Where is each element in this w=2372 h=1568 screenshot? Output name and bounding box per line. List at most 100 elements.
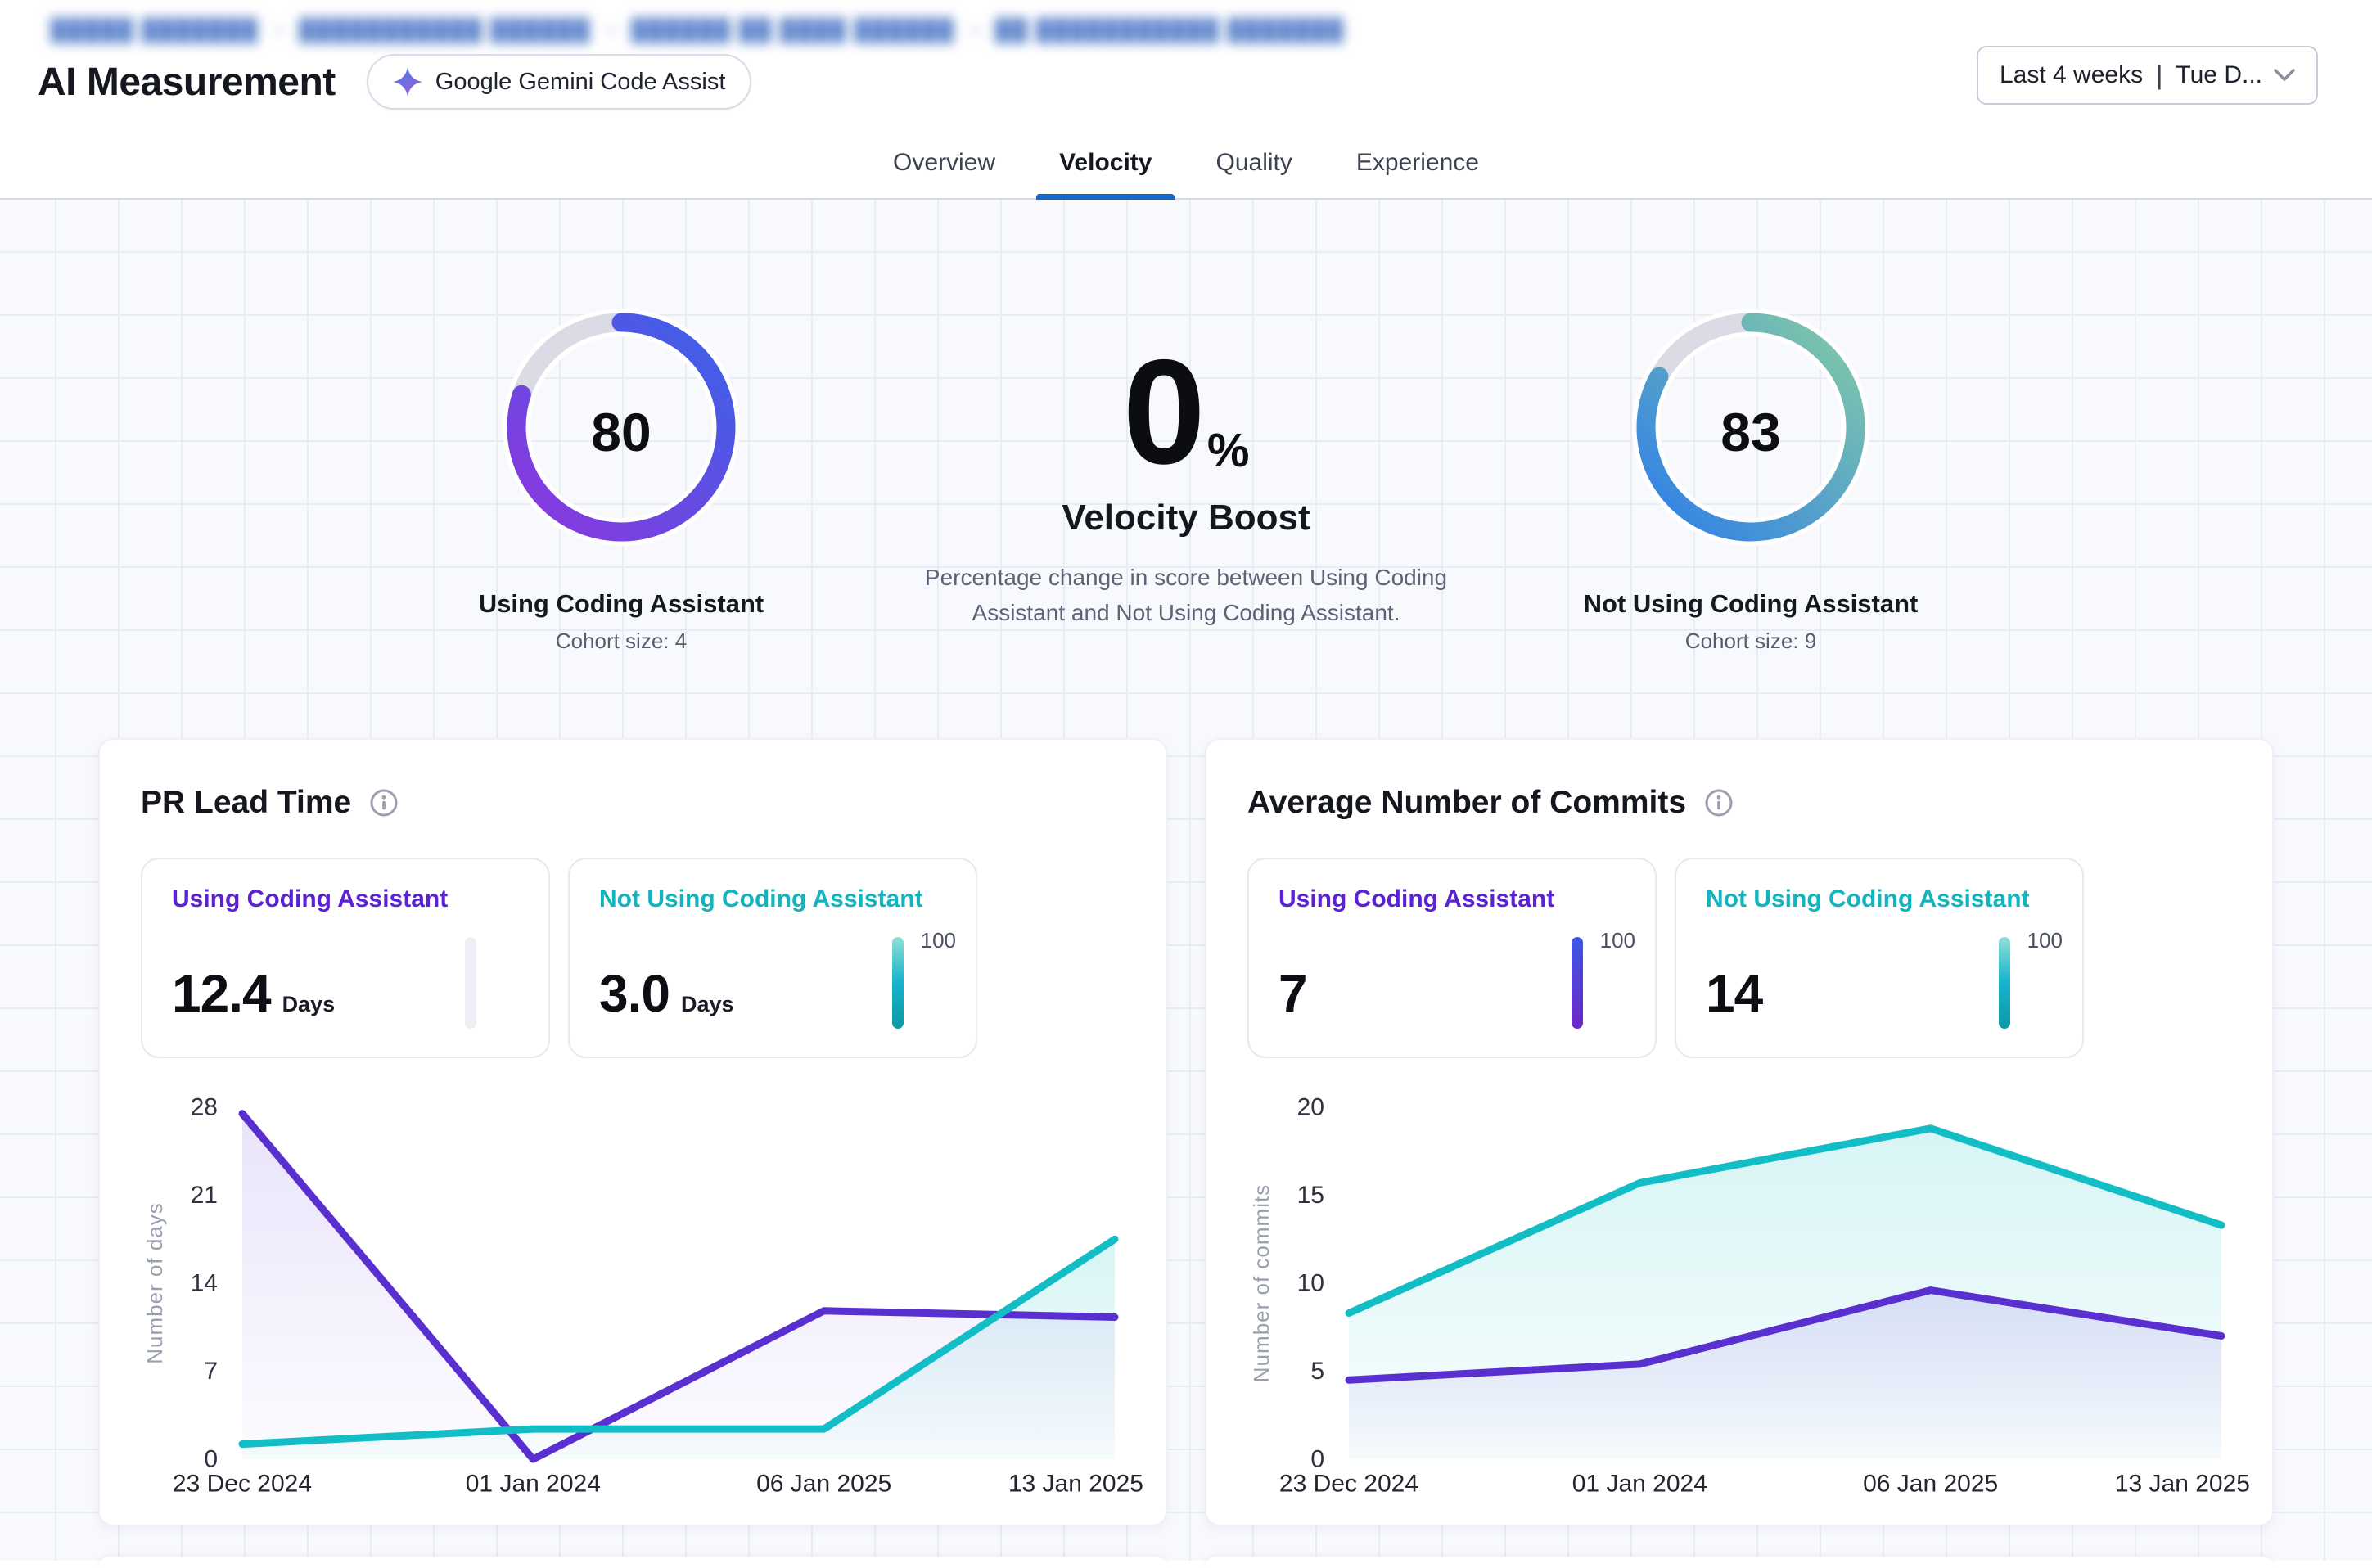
gemini-sparkle-icon: [392, 67, 422, 97]
next-card-sliver: [98, 1557, 1167, 1568]
breadcrumb-separator: ›: [275, 16, 283, 42]
breadcrumb-separator: ›: [607, 16, 616, 42]
gauge-score-value: 83: [1720, 402, 1780, 462]
metric-tiles: Using Coding Assistant 7 100 Not Using Codi…: [1247, 858, 2231, 1058]
metric-tile-using-assistant: Using Coding Assistant 12.4 Days: [141, 858, 550, 1058]
tile-label: Using Coding Assistant: [172, 885, 449, 912]
breadcrumb-item[interactable]: ██ ███████████ ███████: [994, 16, 1345, 42]
title-row: AI Measurement Google Gemini Code Assist…: [0, 44, 2372, 119]
card-title: PR Lead Time: [141, 785, 352, 820]
tab-experience[interactable]: Experience: [1351, 149, 1484, 198]
boost-title: Velocity Boost: [1062, 498, 1310, 538]
tab-velocity[interactable]: Velocity: [1036, 149, 1175, 200]
assistant-badge-label: Google Gemini Code Assist: [435, 68, 726, 95]
date-range-detail: Tue D...: [2176, 61, 2262, 88]
metric-card: Average Number of Commits Using Coding As…: [1205, 738, 2274, 1526]
line-using-assistant: [238, 1110, 1119, 1463]
boost-percent-sign: %: [1206, 424, 1250, 477]
assistant-badge: Google Gemini Code Assist: [366, 54, 752, 110]
breadcrumb-item[interactable]: █████ ███████: [51, 16, 259, 42]
x-axis-tick: 06 Jan 2025: [1863, 1471, 1998, 1498]
x-axis-tick: 13 Jan 2025: [1008, 1471, 1143, 1498]
tile-value: 3.0: [599, 964, 670, 1023]
tile-label: Not Using Coding Assistant: [599, 885, 923, 912]
metric-tile-not-using-assistant: Not Using Coding Assistant 3.0 Days 100: [568, 858, 977, 1058]
info-icon[interactable]: [1704, 788, 1734, 818]
gauge-label: Not Using Coding Assistant: [1583, 589, 1919, 618]
tile-label: Not Using Coding Assistant: [1706, 885, 2030, 912]
cohort-size: Cohort size: 9: [1684, 629, 1817, 653]
y-axis-tick: 20: [1297, 1094, 1324, 1121]
x-axis-tick: 13 Jan 2025: [2115, 1471, 2250, 1498]
score-gauge: 80: [498, 304, 744, 550]
next-cards-row: [0, 1557, 2372, 1568]
date-range-select[interactable]: Last 4 weeks | Tue D...: [1977, 46, 2318, 105]
y-axis-tick: 14: [191, 1270, 218, 1297]
tab-overview[interactable]: Overview: [888, 149, 1000, 198]
main-content: 80 Using Coding Assistant Cohort size: 4…: [0, 200, 2372, 1568]
summary-section: 80 Using Coding Assistant Cohort size: 4…: [0, 200, 2372, 738]
metric-tiles: Using Coding Assistant 12.4 Days Not Using …: [141, 858, 1125, 1058]
y-axis-tick: 15: [1297, 1182, 1324, 1209]
page-header: █████ ███████ › ███████████ ██████ › ██████ …: [0, 0, 2372, 200]
breadcrumb-item[interactable]: ███████████ ██████: [299, 16, 591, 42]
trend-chart: 0 7 14 21 28 23 Dec 2024 01 Jan 2024 06 Jan 202…: [142, 1094, 1143, 1498]
tab-label: Quality: [1215, 149, 1292, 176]
tile-unit: Days: [680, 992, 734, 1016]
tile-value-row: 3.0 Days: [599, 963, 734, 1024]
tile-scale-bar: [465, 937, 476, 1029]
line-not-using-assistant: [238, 1235, 1119, 1449]
next-card-sliver: [1205, 1557, 2274, 1568]
tile-value: 7: [1278, 964, 1308, 1023]
line-using-assistant: [1345, 1286, 2225, 1384]
boost-number: 0: [1122, 328, 1206, 495]
gauge-not-using-assistant: 83 Not Using Coding Assistant Cohort siz…: [1497, 304, 2004, 654]
tile-value-row: 7: [1278, 963, 1308, 1024]
line-not-using-assistant: [1345, 1124, 2225, 1318]
tile-scale-bar: [1572, 937, 1583, 1029]
page-title: AI Measurement: [38, 60, 336, 104]
boost-description: Percentage change in score between Using…: [924, 565, 1448, 626]
y-axis-tick: 28: [191, 1094, 218, 1121]
tile-unit: Days: [282, 992, 336, 1016]
y-axis-label: Number of commits: [1249, 1184, 1274, 1382]
tab-quality[interactable]: Quality: [1211, 149, 1296, 198]
y-axis-tick: 7: [204, 1358, 218, 1385]
tile-label: Using Coding Assistant: [1278, 885, 1555, 912]
tile-value-row: 14: [1706, 963, 1763, 1024]
tile-value-row: 12.4 Days: [172, 963, 335, 1024]
x-axis-tick: 23 Dec 2024: [1279, 1471, 1418, 1498]
area-using-assistant: [242, 1113, 1115, 1459]
tile-value: 14: [1706, 964, 1763, 1023]
tile-scale-max: 100: [2027, 928, 2063, 953]
info-icon[interactable]: [369, 788, 399, 818]
y-axis-tick: 10: [1297, 1270, 1324, 1297]
chevron-down-icon: [2274, 69, 2295, 81]
tab-label: Overview: [893, 149, 996, 176]
y-axis-tick: 21: [191, 1182, 218, 1209]
y-axis-tick: 0: [204, 1446, 218, 1473]
card-title: Average Number of Commits: [1247, 785, 1687, 820]
date-range-separator: |: [2156, 60, 2163, 90]
x-axis-tick: 01 Jan 2024: [1572, 1471, 1707, 1498]
date-range-label: Last 4 weeks: [2000, 61, 2144, 88]
breadcrumb[interactable]: █████ ███████ › ███████████ ██████ › ██████ …: [0, 0, 2372, 44]
chart-area: 0 7 14 21 28 23 Dec 2024 01 Jan 2024 06 Jan 202…: [141, 1075, 1143, 1525]
card-title-row: PR Lead Time: [141, 785, 1125, 821]
breadcrumb-item[interactable]: ██████ ██ ████ ██████: [631, 16, 955, 42]
area-using-assistant: [1349, 1290, 2221, 1459]
tile-scale-bar: [892, 937, 904, 1029]
trend-chart: 0 5 10 15 20 23 Dec 2024 01 Jan 2024 06 Jan 202…: [1249, 1094, 2250, 1498]
chart-area: 0 5 10 15 20 23 Dec 2024 01 Jan 2024 06 Jan 202…: [1247, 1075, 2250, 1525]
tile-scale-max: 100: [1599, 928, 1635, 953]
breadcrumb-separator: ›: [971, 16, 979, 42]
tile-scale-bar: [1999, 937, 2010, 1029]
cohort-size: Cohort size: 4: [555, 629, 688, 653]
score-gauge: 83: [1628, 304, 1874, 550]
tab-bar: Overview Velocity Quality Experience: [0, 119, 2372, 200]
card-title-row: Average Number of Commits: [1247, 785, 2231, 821]
gauge-using-assistant: 80 Using Coding Assistant Cohort size: 4: [368, 304, 875, 654]
y-axis-tick: 5: [1310, 1358, 1324, 1385]
tab-label: Experience: [1355, 149, 1479, 176]
